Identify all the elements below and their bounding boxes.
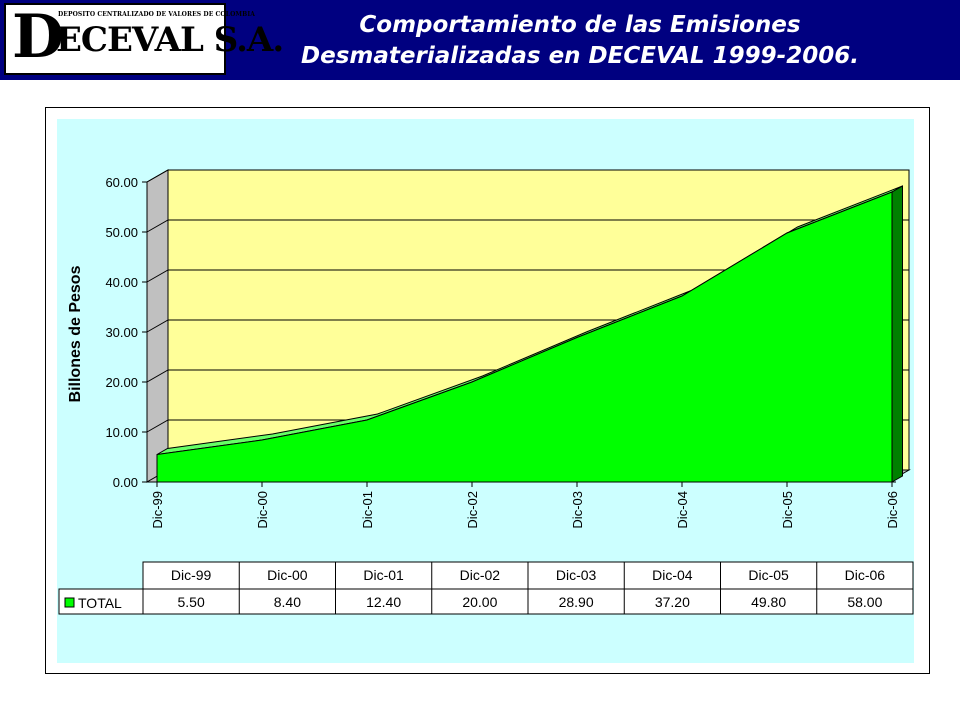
x-tick-label: Dic-99 (150, 491, 165, 529)
y-tick-label: 30.00 (105, 325, 138, 340)
y-tick-label: 0.00 (113, 475, 138, 490)
legend-swatch-total (64, 597, 75, 608)
data-table-value-cell: 28.90 (559, 594, 594, 610)
data-table-header-cell: Dic-01 (363, 567, 404, 583)
x-tick-label: Dic-02 (465, 491, 480, 529)
x-tick-label: Dic-05 (780, 491, 795, 529)
y-axis-title: Billones de Pesos (67, 265, 84, 402)
data-table-value-cell: 8.40 (274, 594, 301, 610)
x-tick-label: Dic-03 (570, 491, 585, 529)
header-banner: D DEPOSITO CENTRALIZADO DE VALORES DE CO… (0, 0, 960, 80)
data-table-header-cell: Dic-00 (267, 567, 308, 583)
gridline (146, 169, 909, 183)
data-table-header-cell: Dic-99 (171, 567, 212, 583)
y-tick-label: 60.00 (105, 175, 138, 190)
y-tick-label: 10.00 (105, 425, 138, 440)
data-table-header-cell: Dic-04 (652, 567, 693, 583)
y-tick-label: 40.00 (105, 275, 138, 290)
x-tick-label: Dic-00 (255, 491, 270, 529)
y-tick-label: 50.00 (105, 225, 138, 240)
data-table-value-cell: 20.00 (462, 594, 497, 610)
page-title: Comportamiento de las Emisiones Desmater… (240, 10, 920, 72)
gridline (146, 269, 909, 283)
y-tick-label: 20.00 (105, 375, 138, 390)
data-table-header-cell: Dic-05 (748, 567, 789, 583)
logo-initial: D (12, 2, 65, 72)
title-line-1: Comportamiento de las Emisiones (359, 12, 801, 38)
deceval-logo: D DEPOSITO CENTRALIZADO DE VALORES DE CO… (4, 2, 284, 75)
data-table-header-cell: Dic-02 (460, 567, 501, 583)
data-table-value-cell: 37.20 (655, 594, 690, 610)
logo-name: ECEVAL S.A. (56, 20, 284, 60)
data-table-header-cell: Dic-06 (845, 567, 886, 583)
data-table-value-cell: 5.50 (178, 594, 205, 610)
data-table-value-cell: 58.00 (847, 594, 882, 610)
x-tick-label: Dic-06 (885, 491, 900, 529)
x-tick-label: Dic-04 (675, 491, 690, 529)
gridline (146, 219, 909, 233)
legend-label-total: TOTAL (78, 595, 122, 611)
series-total-area (156, 191, 893, 483)
logo-tagline: DEPOSITO CENTRALIZADO DE VALORES DE COLO… (58, 11, 255, 18)
data-table-value-cell: 49.80 (751, 594, 786, 610)
title-line-2: Desmaterializadas en DECEVAL 1999-2006. (301, 43, 859, 69)
data-table-value-cell: 12.40 (366, 594, 401, 610)
data-table-header-cell: Dic-03 (556, 567, 597, 583)
x-tick-label: Dic-01 (360, 491, 375, 529)
series-total-side (891, 185, 903, 483)
